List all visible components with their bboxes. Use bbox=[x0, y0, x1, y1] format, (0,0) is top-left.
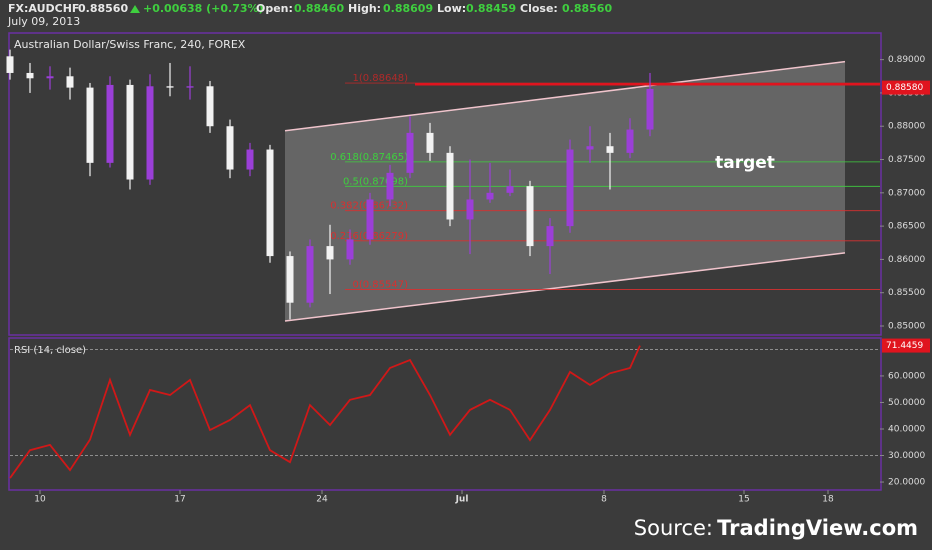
y-tick-label: 0.85000 bbox=[888, 322, 925, 332]
candle-body bbox=[366, 199, 374, 240]
candle-body bbox=[286, 256, 294, 303]
x-tick-label: 8 bbox=[601, 495, 607, 505]
change: +0.00638 (+0.73%) bbox=[143, 2, 264, 15]
candle-body bbox=[506, 186, 514, 193]
candle-body bbox=[426, 132, 434, 153]
candle-body bbox=[446, 152, 454, 220]
rsi-title: RSI (14, close) bbox=[14, 345, 86, 356]
candle-body bbox=[566, 149, 574, 227]
symbol: FX:AUDCHF bbox=[8, 2, 79, 15]
y-tick-label: 20.0000 bbox=[888, 478, 925, 488]
candle-body bbox=[526, 186, 534, 247]
x-tick-label: 17 bbox=[174, 495, 185, 505]
candle-body bbox=[646, 88, 654, 130]
up-arrow bbox=[130, 5, 140, 13]
fib-label: 0.618(0.87465) bbox=[330, 152, 408, 163]
last-price-label: 0.88580 bbox=[886, 83, 923, 93]
y-tick-label: 40.0000 bbox=[888, 424, 925, 434]
high-label: High: bbox=[348, 2, 381, 15]
rsi-panel bbox=[8, 337, 882, 491]
channel-lower bbox=[284, 252, 846, 322]
x-tick-label: 15 bbox=[738, 495, 749, 505]
annotation: target bbox=[715, 153, 775, 173]
candle-body bbox=[26, 72, 34, 79]
x-tick-label: 18 bbox=[822, 495, 834, 505]
candle-body bbox=[606, 146, 614, 153]
x-tick-label: Jul bbox=[455, 495, 469, 505]
low-value: 0.88459 bbox=[466, 2, 516, 15]
candle-body bbox=[206, 86, 214, 127]
candle-body bbox=[46, 76, 54, 79]
close-label: Close: bbox=[520, 2, 558, 15]
candle-body bbox=[86, 87, 94, 163]
open-value: 0.88460 bbox=[294, 2, 344, 15]
candle-body bbox=[126, 84, 134, 180]
candle-body bbox=[186, 86, 194, 88]
price: 0.88560 bbox=[78, 2, 128, 15]
y-tick-label: 0.85500 bbox=[888, 288, 925, 298]
y-tick-label: 0.87500 bbox=[888, 155, 925, 165]
last-price-box bbox=[882, 80, 930, 95]
source-name: TradingView.com bbox=[717, 516, 918, 540]
candle-body bbox=[66, 76, 74, 88]
y-tick-label: 0.89000 bbox=[888, 55, 925, 65]
close-value: 0.88560 bbox=[562, 2, 612, 15]
candle-body bbox=[406, 132, 414, 173]
candle-body bbox=[106, 84, 114, 163]
y-tick-label: 0.86000 bbox=[888, 255, 925, 265]
candle-body bbox=[486, 192, 494, 200]
candle-body bbox=[326, 246, 334, 260]
x-tick-label: 24 bbox=[316, 495, 328, 505]
date: July 09, 2013 bbox=[7, 15, 80, 28]
rsi-last-box bbox=[882, 338, 930, 353]
y-tick-label: 50.0000 bbox=[888, 398, 925, 408]
low-label: Low: bbox=[437, 2, 466, 15]
high-value: 0.88609 bbox=[383, 2, 433, 15]
open-label: Open: bbox=[256, 2, 293, 15]
channel-upper bbox=[284, 60, 846, 132]
candle-body bbox=[266, 149, 274, 257]
price-title: Australian Dollar/Swiss Franc, 240, FORE… bbox=[14, 38, 246, 51]
candle-body bbox=[626, 129, 634, 153]
y-tick-label: 30.0000 bbox=[888, 451, 925, 461]
fib-label: 0(0.85547) bbox=[352, 280, 408, 291]
candle-body bbox=[466, 199, 474, 220]
candle-body bbox=[586, 146, 594, 150]
source-label: Source: bbox=[634, 516, 713, 540]
candle-body bbox=[6, 56, 14, 73]
y-tick-label: 0.88000 bbox=[888, 122, 925, 132]
channel-fill bbox=[285, 61, 845, 322]
y-tick-label: 60.0000 bbox=[888, 371, 925, 381]
candle-body bbox=[246, 149, 254, 170]
candle-body bbox=[546, 226, 554, 247]
fib-label: 1(0.88648) bbox=[352, 73, 408, 84]
fib-label: 0.5(0.87098) bbox=[343, 176, 408, 187]
rsi-line bbox=[9, 345, 641, 479]
y-tick-label: 0.87000 bbox=[888, 188, 925, 198]
candle-body bbox=[386, 172, 394, 200]
x-tick-label: 10 bbox=[34, 495, 46, 505]
y-tick-label: 0.86500 bbox=[888, 222, 925, 232]
candle-body bbox=[306, 246, 314, 303]
candle-body bbox=[146, 86, 154, 180]
candle-body bbox=[346, 239, 354, 260]
candle-body bbox=[166, 86, 174, 88]
candle-body bbox=[226, 126, 234, 170]
rsi-last-label: 71.4459 bbox=[886, 341, 923, 351]
